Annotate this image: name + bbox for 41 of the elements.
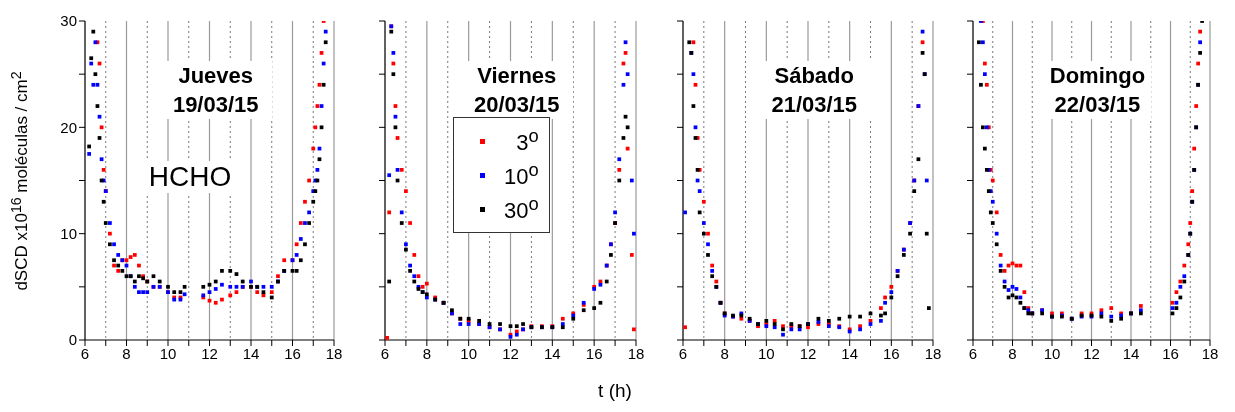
legend-label: 10$^{o}$ <box>503 159 539 191</box>
y-tick-label: 10 <box>60 224 77 242</box>
x-tick-label: 16 <box>585 344 603 362</box>
text: Domingo 22/03/15 <box>1044 61 1151 119</box>
text: Jueves 19/03/15 <box>159 61 272 119</box>
x-tick-label: 14 <box>242 344 260 362</box>
x-tick-label: 8 <box>720 344 729 362</box>
x-tick-label: 18 <box>924 344 942 362</box>
text: Sábado 21/03/15 <box>758 61 871 119</box>
annotation: HCHO <box>144 161 236 193</box>
x-tick-label: 12 <box>502 344 519 362</box>
x-tick-label: 8 <box>422 344 432 362</box>
y-tick-label: 30 <box>60 12 77 30</box>
x-tick-label: 10 <box>757 344 775 362</box>
x-tick-label: 18 <box>1201 344 1219 362</box>
x-tick-label: 16 <box>284 344 301 362</box>
x-tick-label: 6 <box>678 344 688 362</box>
x-tick-label: 12 <box>201 344 218 362</box>
x-tick-label: 8 <box>122 344 131 362</box>
text: Viernes 20/03/15 <box>460 61 574 119</box>
y-tick-label: 0 <box>68 331 77 349</box>
x-tick-label: 18 <box>627 344 645 362</box>
x-tick-label: 6 <box>80 344 90 362</box>
x-tick-label: 14 <box>841 344 859 362</box>
x-tick-label: 16 <box>882 344 900 362</box>
y-tick-label: 20 <box>60 118 77 136</box>
x-tick-label: 8 <box>1008 344 1017 362</box>
x-tick-label: 6 <box>380 344 390 362</box>
x-tick-label: 14 <box>1122 344 1140 362</box>
legend-label: 30$^{o}$ <box>503 193 539 225</box>
x-tick-label: 14 <box>543 344 561 362</box>
x-axis-title: t (h) <box>598 380 632 402</box>
legend-label: 3$^{o}$ <box>515 125 539 157</box>
x-tick-label: 12 <box>799 344 817 362</box>
x-tick-label: 12 <box>1083 344 1100 362</box>
x-tick-label: 16 <box>1162 344 1179 362</box>
x-tick-label: 10 <box>1043 344 1061 362</box>
x-tick-label: 6 <box>968 344 978 362</box>
x-tick-label: 18 <box>325 344 343 362</box>
x-tick-label: 10 <box>159 344 177 362</box>
x-tick-label: 10 <box>460 344 478 362</box>
